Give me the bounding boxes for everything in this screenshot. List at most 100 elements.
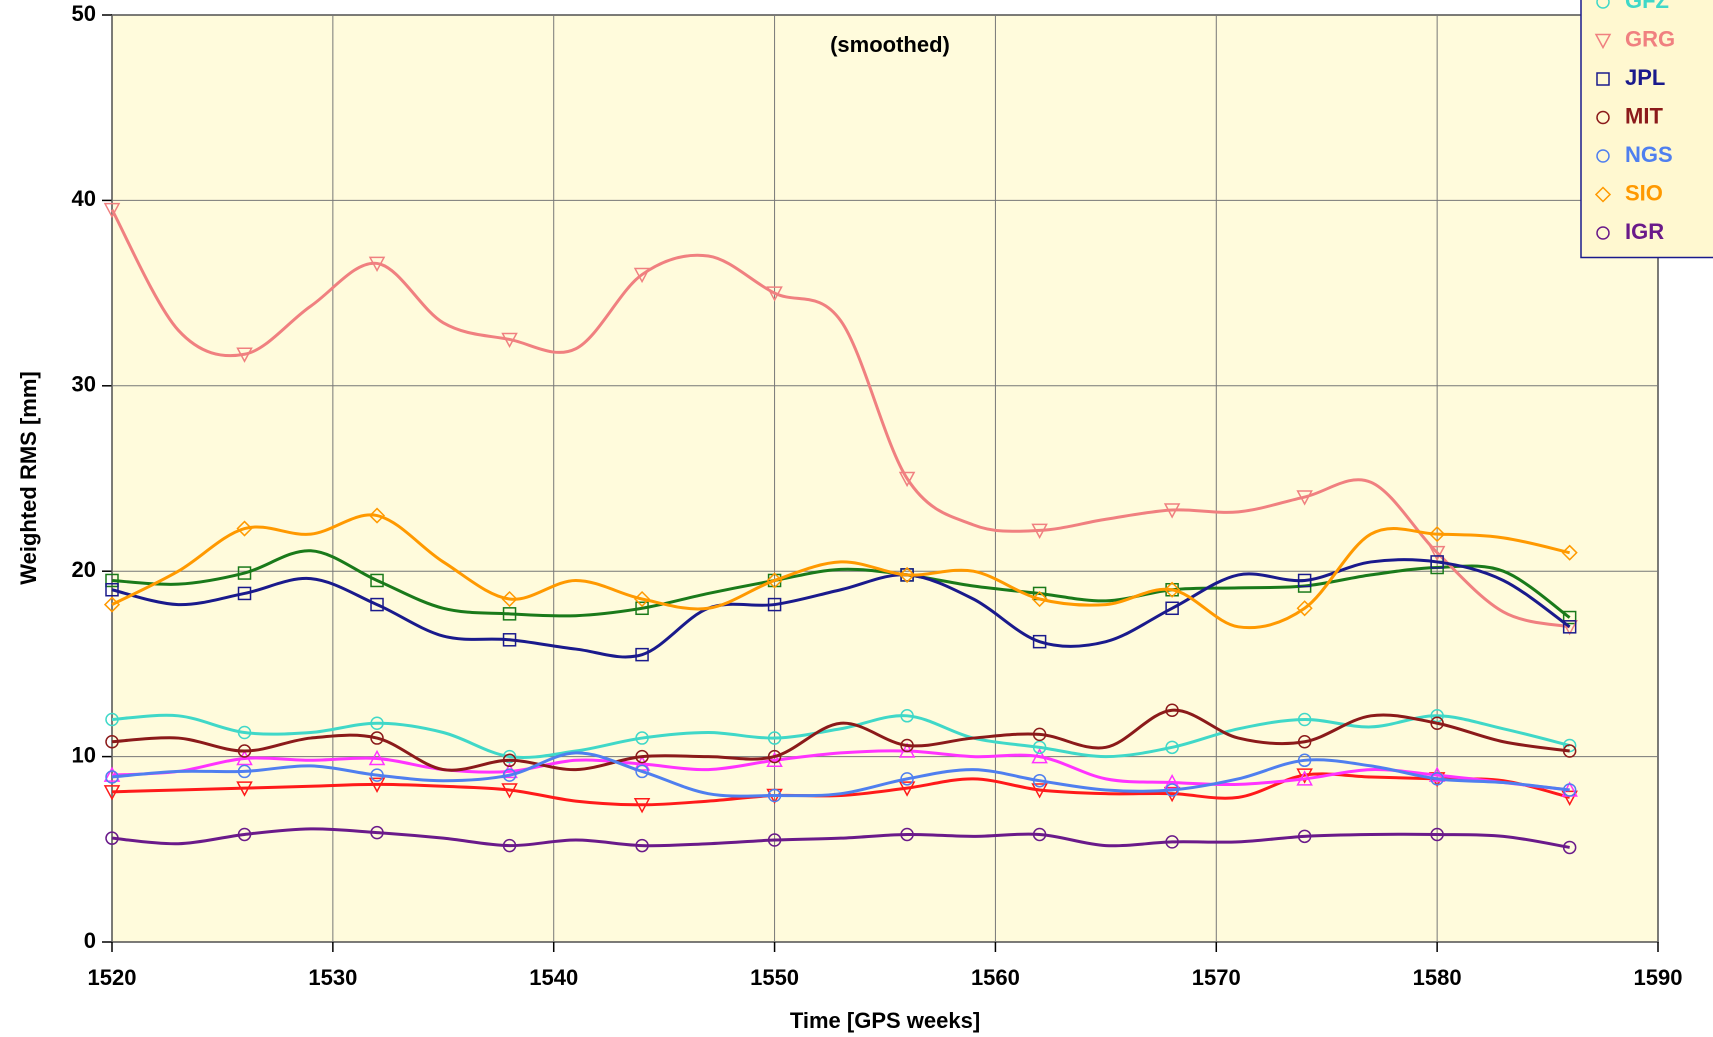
marker: [898, 781, 916, 797]
legend-label: MIT: [1625, 103, 1663, 128]
marker: [635, 838, 649, 853]
marker: [767, 731, 782, 745]
marker: [1429, 526, 1446, 543]
marker: [502, 633, 517, 647]
marker: [368, 256, 386, 273]
marker: [1032, 827, 1047, 842]
marker: [1430, 555, 1444, 569]
marker: [1165, 783, 1179, 797]
marker: [237, 764, 252, 779]
marker: [1562, 738, 1577, 753]
marker: [633, 798, 651, 814]
marker: [1594, 186, 1612, 203]
marker: [105, 831, 119, 845]
marker: [370, 825, 384, 840]
chart-subtitle: (smoothed): [830, 32, 950, 57]
series-line: [110, 208, 1570, 629]
marker: [1297, 829, 1312, 844]
marker: [1561, 544, 1578, 561]
marker: [370, 597, 384, 612]
marker: [237, 566, 252, 580]
marker: [502, 768, 517, 782]
marker: [1430, 716, 1444, 730]
marker: [1296, 600, 1313, 617]
x-tick-label: 1580: [1413, 965, 1462, 990]
marker: [1596, 72, 1610, 86]
marker: [1596, 226, 1610, 240]
marker: [370, 731, 384, 745]
y-tick-label: 20: [72, 557, 96, 582]
marker: [103, 202, 121, 219]
marker: [501, 590, 518, 608]
marker: [368, 507, 386, 524]
marker: [501, 783, 518, 799]
series-line: [111, 751, 1570, 798]
marker: [370, 768, 384, 782]
marker: [502, 753, 517, 768]
marker: [1165, 835, 1179, 849]
marker: [105, 770, 119, 784]
marker: [368, 777, 386, 793]
marker: [1032, 773, 1047, 788]
marker: [635, 601, 649, 616]
marker: [898, 471, 916, 488]
marker: [105, 573, 119, 588]
marker: [103, 785, 121, 801]
marker: [633, 590, 651, 608]
series-line: [111, 558, 1571, 659]
y-tick-label: 50: [72, 1, 96, 26]
marker: [899, 566, 916, 583]
marker: [1031, 523, 1048, 539]
marker: [237, 744, 252, 758]
marker: [1562, 620, 1577, 634]
marker: [236, 749, 253, 766]
marker: [635, 731, 649, 745]
y-tick-label: 10: [72, 742, 96, 767]
x-tick-label: 1520: [88, 965, 137, 990]
marker: [1165, 601, 1179, 616]
marker: [1296, 768, 1313, 784]
marker: [1031, 590, 1048, 608]
marker: [1562, 610, 1577, 625]
marker: [1031, 748, 1048, 764]
x-tick-label: 1590: [1634, 965, 1683, 990]
y-tick-label: 30: [72, 372, 96, 397]
marker: [767, 788, 782, 803]
marker: [1165, 703, 1179, 717]
legend-box: [1580, 0, 1713, 259]
marker: [633, 267, 651, 284]
marker: [1032, 740, 1047, 755]
marker: [900, 738, 914, 753]
marker: [635, 749, 649, 764]
series-line: [111, 749, 1570, 792]
marker: [105, 712, 119, 727]
marker: [900, 827, 914, 842]
y-tick-label: 40: [72, 186, 96, 211]
marker: [1164, 581, 1181, 598]
marker: [1031, 783, 1048, 799]
legend-label: GRG: [1625, 26, 1675, 51]
x-tick-label: 1530: [308, 965, 357, 990]
series-line: [111, 708, 1570, 772]
marker: [1596, 149, 1610, 163]
marker: [1297, 735, 1312, 749]
marker: [1163, 503, 1181, 519]
marker: [1297, 712, 1312, 727]
legend-label: GFZ: [1625, 0, 1669, 13]
y-axis-title: Weighted RMS [mm]: [16, 371, 41, 584]
legend-label: JPL: [1625, 65, 1665, 90]
marker: [1562, 744, 1577, 758]
marker: [105, 582, 119, 597]
marker: [1296, 490, 1313, 506]
marker: [1297, 573, 1312, 588]
marker: [1428, 545, 1446, 562]
marker: [1596, 0, 1610, 9]
marker: [900, 772, 914, 786]
marker: [1430, 827, 1444, 842]
x-tick-label: 1570: [1192, 965, 1241, 990]
marker: [1594, 33, 1612, 50]
marker: [766, 286, 783, 302]
marker: [237, 827, 252, 842]
series: [103, 202, 1578, 855]
marker: [766, 572, 783, 589]
